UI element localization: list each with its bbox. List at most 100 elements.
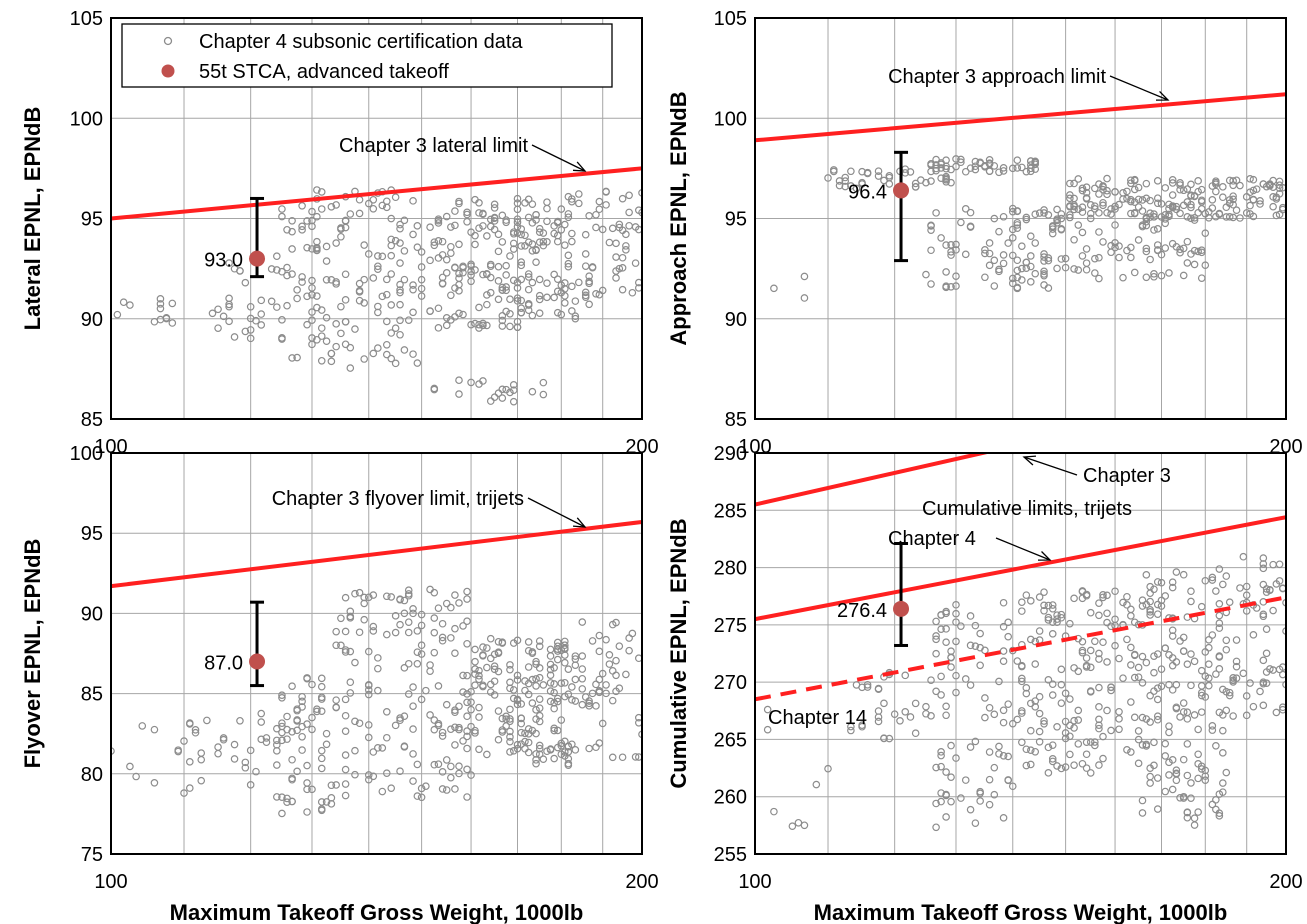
cert-point xyxy=(553,308,562,317)
cert-point xyxy=(409,777,417,785)
cert-point xyxy=(1165,680,1173,689)
cert-point xyxy=(1165,722,1173,730)
cert-point xyxy=(1044,601,1053,610)
cert-point xyxy=(346,689,355,697)
cert-data-series xyxy=(113,186,642,406)
cert-point xyxy=(568,307,576,315)
cert-point xyxy=(1008,279,1017,288)
cert-point xyxy=(1153,241,1162,249)
cert-point xyxy=(571,297,580,305)
cert-point xyxy=(999,647,1008,655)
cert-point xyxy=(1275,577,1284,585)
cert-point xyxy=(608,224,617,233)
cert-point xyxy=(278,793,286,802)
cert-point xyxy=(1026,746,1035,754)
cert-point xyxy=(1053,618,1061,626)
cert-point xyxy=(387,235,396,244)
cert-point xyxy=(313,292,321,300)
cert-point xyxy=(947,797,955,806)
cert-point xyxy=(1035,737,1044,746)
cert-point xyxy=(513,194,522,203)
cert-point xyxy=(1119,273,1127,282)
cert-point xyxy=(467,722,475,731)
cert-point xyxy=(539,755,548,763)
x-axis-label: Maximum Takeoff Gross Weight, 1000lb xyxy=(814,900,1228,924)
cert-point xyxy=(374,265,382,274)
cert-point xyxy=(1197,204,1206,213)
stca-error-bar xyxy=(250,600,265,688)
cert-point xyxy=(513,215,522,223)
cert-point xyxy=(635,718,642,727)
cert-point xyxy=(1103,174,1111,183)
cert-point xyxy=(1018,662,1026,671)
cert-point xyxy=(317,332,326,340)
cert-point xyxy=(1134,203,1143,211)
cert-point xyxy=(438,785,447,793)
cert-point xyxy=(532,759,540,768)
cert-point xyxy=(1142,244,1151,253)
cert-point xyxy=(885,734,894,743)
cert-point xyxy=(1013,224,1022,232)
cert-point xyxy=(1183,771,1192,780)
cert-point xyxy=(426,661,434,669)
cert-point xyxy=(1061,763,1070,771)
cert-point xyxy=(317,205,326,213)
cert-point xyxy=(273,793,281,801)
cert-point xyxy=(966,743,975,751)
cert-point xyxy=(1086,608,1095,617)
cert-point xyxy=(1040,606,1048,615)
cert-point xyxy=(156,295,165,303)
cert-point xyxy=(455,390,463,398)
cert-point xyxy=(455,197,463,206)
cert-point xyxy=(532,657,540,666)
cert-point xyxy=(1040,209,1048,217)
cert-point xyxy=(1004,752,1012,761)
cert-point xyxy=(896,716,904,725)
cert-point xyxy=(990,214,999,223)
cert-point xyxy=(1127,179,1135,188)
cert-point xyxy=(561,658,569,667)
limit-line-chapter-4 xyxy=(755,515,1286,622)
cert-point xyxy=(1190,657,1199,666)
cert-point xyxy=(521,199,529,207)
cert-point xyxy=(382,592,391,601)
cert-point xyxy=(447,249,455,257)
cert-point xyxy=(568,282,576,291)
annotation-ch3-cumulative: Chapter 3 xyxy=(1083,465,1171,487)
cert-point xyxy=(434,760,443,768)
cert-point xyxy=(430,241,439,250)
cert-point xyxy=(475,303,483,312)
cert-point xyxy=(498,322,507,330)
cert-point xyxy=(1127,698,1135,706)
cert-point xyxy=(1086,209,1095,218)
cert-point xyxy=(571,652,580,660)
cert-point xyxy=(528,240,537,248)
cert-point xyxy=(571,314,580,323)
limit-line-chapter-14 xyxy=(755,595,1286,702)
cert-point xyxy=(262,734,271,742)
cert-point xyxy=(332,342,340,351)
cert-point xyxy=(332,278,340,286)
cert-point xyxy=(1018,738,1026,747)
cert-point xyxy=(1146,606,1154,614)
cert-point xyxy=(535,238,544,246)
cert-point xyxy=(612,239,620,248)
cert-point xyxy=(885,180,894,188)
cert-point xyxy=(847,167,855,176)
cert-point xyxy=(966,208,975,217)
cert-point xyxy=(293,294,301,303)
cert-point xyxy=(483,232,491,240)
cert-point xyxy=(396,767,404,776)
cert-point xyxy=(1040,719,1048,728)
cert-point xyxy=(952,600,960,609)
cert-point xyxy=(999,751,1008,760)
cert-point xyxy=(471,729,479,737)
cert-point xyxy=(585,699,593,708)
cert-point xyxy=(524,300,533,308)
cert-point xyxy=(438,633,447,642)
cert-point xyxy=(829,166,838,174)
cert-point xyxy=(341,695,350,704)
cert-point xyxy=(1161,787,1170,796)
cert-point xyxy=(1172,704,1181,713)
cert-point xyxy=(396,288,404,297)
